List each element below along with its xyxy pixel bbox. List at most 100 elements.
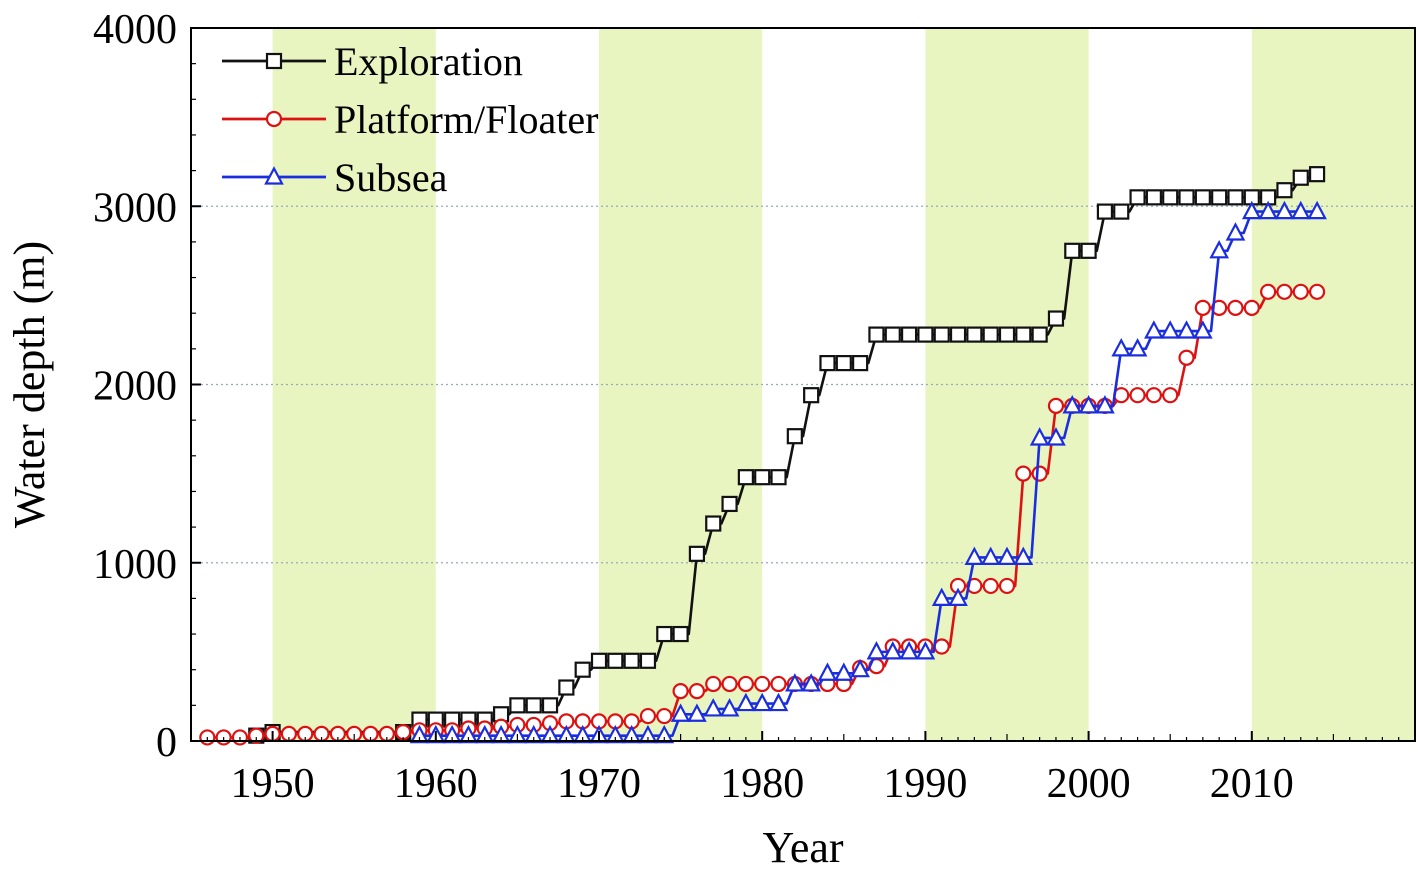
data-point-exploration xyxy=(786,428,803,445)
y-tick-label: 1000 xyxy=(93,542,177,588)
data-point-exploration xyxy=(1178,189,1195,206)
data-point-exploration xyxy=(1194,189,1211,206)
legend-marker-platform-floater xyxy=(265,110,283,128)
data-point-exploration xyxy=(656,625,673,643)
data-point-platform-floater xyxy=(933,638,950,655)
data-point-platform-floater xyxy=(1162,387,1179,404)
data-point-subsea xyxy=(736,692,756,712)
x-tick-label: 1970 xyxy=(557,761,641,807)
data-point-subsea xyxy=(1225,222,1246,241)
legend: Exploration Platform/Floater Subsea xyxy=(222,39,598,200)
data-point-subsea xyxy=(687,703,707,722)
x-tick-label: 1960 xyxy=(394,761,478,807)
data-point-exploration xyxy=(917,326,934,343)
data-point-exploration xyxy=(998,326,1016,343)
data-point-subsea xyxy=(719,698,740,717)
legend-label-exploration: Exploration xyxy=(334,39,523,84)
data-point-subsea xyxy=(1095,395,1115,414)
data-point-subsea xyxy=(752,692,773,712)
legend-label-subsea: Subsea xyxy=(334,155,448,200)
data-point-subsea xyxy=(523,724,544,744)
data-point-platform-floater xyxy=(1227,299,1244,316)
data-point-exploration xyxy=(509,697,526,714)
data-point-subsea xyxy=(621,724,642,744)
data-point-subsea xyxy=(833,662,854,681)
data-point-platform-floater xyxy=(737,675,754,693)
data-point-platform-floater xyxy=(395,723,412,741)
y-axis-title: Water depth (m) xyxy=(5,241,54,528)
data-point-subsea xyxy=(899,641,919,660)
data-point-subsea xyxy=(1013,546,1034,566)
data-point-platform-floater xyxy=(998,577,1016,595)
data-point-subsea xyxy=(654,724,675,744)
data-point-platform-floater xyxy=(1031,465,1048,482)
data-point-subsea xyxy=(1029,427,1050,446)
data-point-platform-floater xyxy=(688,682,706,700)
data-point-exploration xyxy=(1129,189,1146,206)
data-point-exploration xyxy=(1308,166,1326,183)
data-point-subsea xyxy=(1111,338,1132,357)
data-point-subsea xyxy=(1274,200,1295,220)
data-point-subsea xyxy=(1209,239,1229,259)
data-point-exploration xyxy=(868,326,885,343)
data-point-exploration xyxy=(933,326,950,343)
data-point-exploration xyxy=(1047,310,1065,327)
data-point-exploration xyxy=(1080,242,1097,259)
data-point-exploration xyxy=(1227,189,1244,206)
x-tick-label: 2000 xyxy=(1047,761,1131,807)
data-point-exploration xyxy=(1031,326,1048,343)
legend-item-exploration: Exploration xyxy=(222,39,523,84)
data-point-exploration xyxy=(803,387,820,404)
data-point-subsea xyxy=(442,724,462,744)
data-point-exploration xyxy=(1211,189,1228,206)
data-point-subsea xyxy=(1062,395,1083,414)
data-point-subsea xyxy=(801,673,821,692)
legend-label-platform-floater: Platform/Floater xyxy=(334,97,598,142)
data-point-exploration xyxy=(737,469,754,486)
data-point-platform-floater xyxy=(982,577,999,595)
data-point-platform-floater xyxy=(656,707,673,725)
data-point-exploration xyxy=(1145,189,1162,206)
data-point-platform-floater xyxy=(672,682,689,700)
data-point-subsea xyxy=(964,546,985,566)
data-point-exploration xyxy=(672,625,689,643)
data-point-subsea xyxy=(817,662,838,681)
x-tick-label: 1950 xyxy=(231,761,315,807)
data-point-subsea xyxy=(866,641,887,660)
data-point-exploration xyxy=(541,697,559,714)
gridlines xyxy=(191,205,1415,564)
data-point-exploration xyxy=(754,469,771,486)
y-tick-label: 0 xyxy=(156,720,177,766)
data-point-exploration xyxy=(819,355,836,372)
data-point-exploration xyxy=(1064,242,1081,259)
data-point-subsea xyxy=(605,724,626,744)
data-point-subsea xyxy=(474,724,495,744)
data-point-subsea xyxy=(850,658,870,678)
data-point-platform-floater xyxy=(754,675,771,693)
data-point-exploration xyxy=(835,355,852,372)
data-point-exploration xyxy=(525,697,542,714)
data-point-exploration xyxy=(949,326,967,343)
data-point-platform-floater xyxy=(248,727,265,744)
data-point-subsea xyxy=(572,724,593,744)
data-point-platform-floater xyxy=(1145,387,1162,404)
data-point-subsea xyxy=(670,703,691,722)
data-point-exploration xyxy=(852,355,869,372)
data-point-subsea xyxy=(1290,200,1311,220)
data-point-subsea xyxy=(540,724,560,744)
data-point-exploration xyxy=(574,661,591,678)
data-point-subsea xyxy=(931,587,952,607)
data-point-exploration xyxy=(1096,203,1114,220)
data-point-subsea xyxy=(1307,200,1327,220)
data-point-platform-floater xyxy=(1243,299,1260,316)
legend-marker-subsea xyxy=(264,166,284,185)
legend-marker-exploration xyxy=(265,52,283,70)
data-point-subsea xyxy=(915,641,936,660)
data-point-subsea xyxy=(1078,395,1099,414)
data-point-subsea xyxy=(1258,200,1278,220)
data-point-exploration xyxy=(1162,189,1179,206)
axis-tick-labels: 1950 1960 1970 1980 1990 2000 2010 0 1000 2000 300… xyxy=(93,7,1294,807)
data-point-platform-floater xyxy=(1308,283,1326,300)
